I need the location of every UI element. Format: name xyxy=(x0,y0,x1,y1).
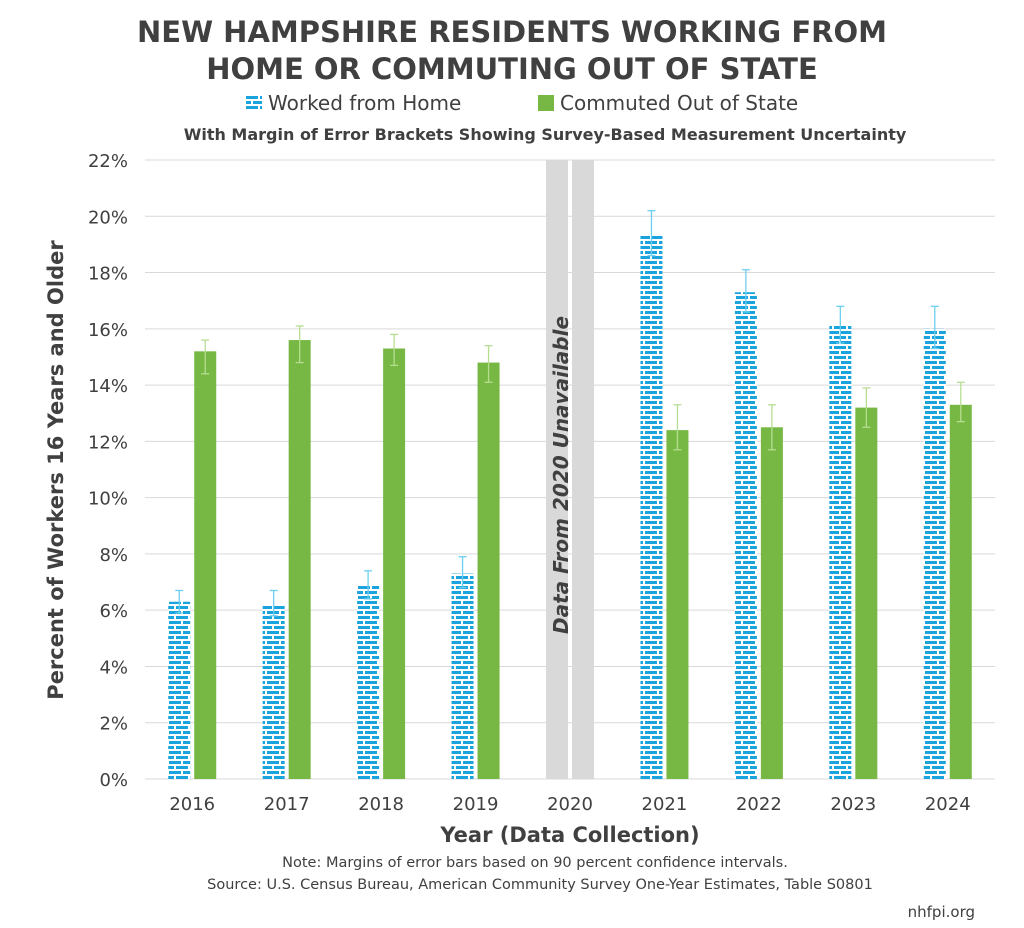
bar-worked-from-home-2023 xyxy=(829,326,852,779)
y-tick-label: 12% xyxy=(88,432,128,453)
error-bar-worked-from-home-2024 xyxy=(930,305,939,350)
legend-label-worked-from-home: Worked from Home xyxy=(268,91,461,115)
y-tick-label: 20% xyxy=(88,207,128,228)
error-bar-worked-from-home-2023 xyxy=(836,305,845,344)
error-bar-worked-from-home-2019 xyxy=(458,556,467,589)
error-bar-worked-from-home-2018 xyxy=(364,570,373,600)
y-tick-label: 14% xyxy=(88,376,128,397)
legend-label-commuted-out-of-state: Commuted Out of State xyxy=(560,91,798,115)
x-tick-label-2018: 2018 xyxy=(358,794,404,815)
error-bar-commuted-out-of-state-2021 xyxy=(673,404,682,451)
chart-note: Note: Margins of error bars based on 90 … xyxy=(282,855,788,871)
bar-worked-from-home-2018 xyxy=(357,584,380,779)
error-bar-worked-from-home-2022 xyxy=(741,269,750,313)
x-tick-label-2023: 2023 xyxy=(830,794,876,815)
x-tick-label-2019: 2019 xyxy=(453,794,499,815)
bar-commuted-out-of-state-2021 xyxy=(666,430,689,779)
bar-worked-from-home-2024 xyxy=(923,328,946,779)
unavailable-band xyxy=(572,160,594,779)
error-bar-commuted-out-of-state-2024 xyxy=(956,381,965,423)
error-bar-commuted-out-of-state-2017 xyxy=(295,325,304,364)
x-axis-ticks: 2016 2017 2018 2019 2020 2021 2022 2023 2024 xyxy=(169,794,970,815)
chart-source: Source: U.S. Census Bureau, American Com… xyxy=(207,877,873,893)
x-tick-label-2020: 2020 xyxy=(547,794,593,815)
chart-title-line-1: NEW HAMPSHIRE RESIDENTS WORKING FROM xyxy=(137,15,887,49)
error-bar-commuted-out-of-state-2016 xyxy=(201,339,210,375)
y-tick-label: 6% xyxy=(99,601,128,622)
error-bar-worked-from-home-2017 xyxy=(269,589,278,617)
gap-label: Data From 2020 Unavailable xyxy=(549,316,573,634)
bars xyxy=(168,235,972,779)
bar-worked-from-home-2017 xyxy=(262,604,285,779)
y-tick-label: 16% xyxy=(88,320,128,341)
y-axis-title: Percent of Workers 16 Years and Older xyxy=(44,240,68,700)
y-tick-label: 22% xyxy=(88,151,128,172)
legend-swatch-worked-from-home xyxy=(246,95,262,111)
bar-commuted-out-of-state-2016 xyxy=(194,351,217,779)
error-bar-commuted-out-of-state-2018 xyxy=(390,333,399,367)
bar-commuted-out-of-state-2018 xyxy=(383,348,406,779)
y-tick-label: 18% xyxy=(88,264,128,285)
error-bar-worked-from-home-2016 xyxy=(175,589,184,614)
unavailable-band xyxy=(546,160,568,779)
y-tick-label: 0% xyxy=(99,770,128,791)
y-tick-label: 10% xyxy=(88,489,128,510)
y-tick-label: 2% xyxy=(99,714,128,735)
error-bars xyxy=(175,209,965,617)
y-axis-ticks: 0% 2% 4% 6% 8% 10% 12% 14% 16% 18% 20% 22% xyxy=(88,151,128,791)
bar-commuted-out-of-state-2019 xyxy=(477,362,500,779)
x-axis-title: Year (Data Collection) xyxy=(439,823,699,847)
error-bar-commuted-out-of-state-2022 xyxy=(767,404,776,451)
credit-text: nhfpi.org xyxy=(908,903,975,921)
bar-commuted-out-of-state-2023 xyxy=(855,407,878,779)
x-tick-label-2016: 2016 xyxy=(169,794,215,815)
grid xyxy=(145,159,995,780)
bar-worked-from-home-2016 xyxy=(168,601,191,779)
chart-subtitle: With Margin of Error Brackets Showing Su… xyxy=(184,125,907,144)
error-bar-commuted-out-of-state-2023 xyxy=(862,387,871,428)
bar-worked-from-home-2022 xyxy=(734,292,757,779)
legend: Worked from Home Commuted Out of State xyxy=(246,91,798,115)
chart-title-line-2: HOME OR COMMUTING OUT OF STATE xyxy=(206,52,818,86)
legend-swatch-commuted-out-of-state xyxy=(538,95,554,111)
bar-worked-from-home-2021 xyxy=(640,235,663,779)
x-tick-label-2017: 2017 xyxy=(264,794,310,815)
x-tick-label-2021: 2021 xyxy=(642,794,688,815)
y-tick-label: 8% xyxy=(99,545,128,566)
bar-commuted-out-of-state-2022 xyxy=(760,427,783,779)
gap-region: Data From 2020 Unavailable xyxy=(546,160,594,779)
bar-commuted-out-of-state-2024 xyxy=(949,404,972,779)
x-tick-label-2024: 2024 xyxy=(925,794,971,815)
bar-worked-from-home-2019 xyxy=(451,573,474,779)
y-tick-label: 4% xyxy=(99,657,128,678)
error-bar-worked-from-home-2021 xyxy=(647,209,656,257)
bar-commuted-out-of-state-2017 xyxy=(288,340,311,779)
error-bar-commuted-out-of-state-2019 xyxy=(484,345,493,383)
x-tick-label-2022: 2022 xyxy=(736,794,782,815)
